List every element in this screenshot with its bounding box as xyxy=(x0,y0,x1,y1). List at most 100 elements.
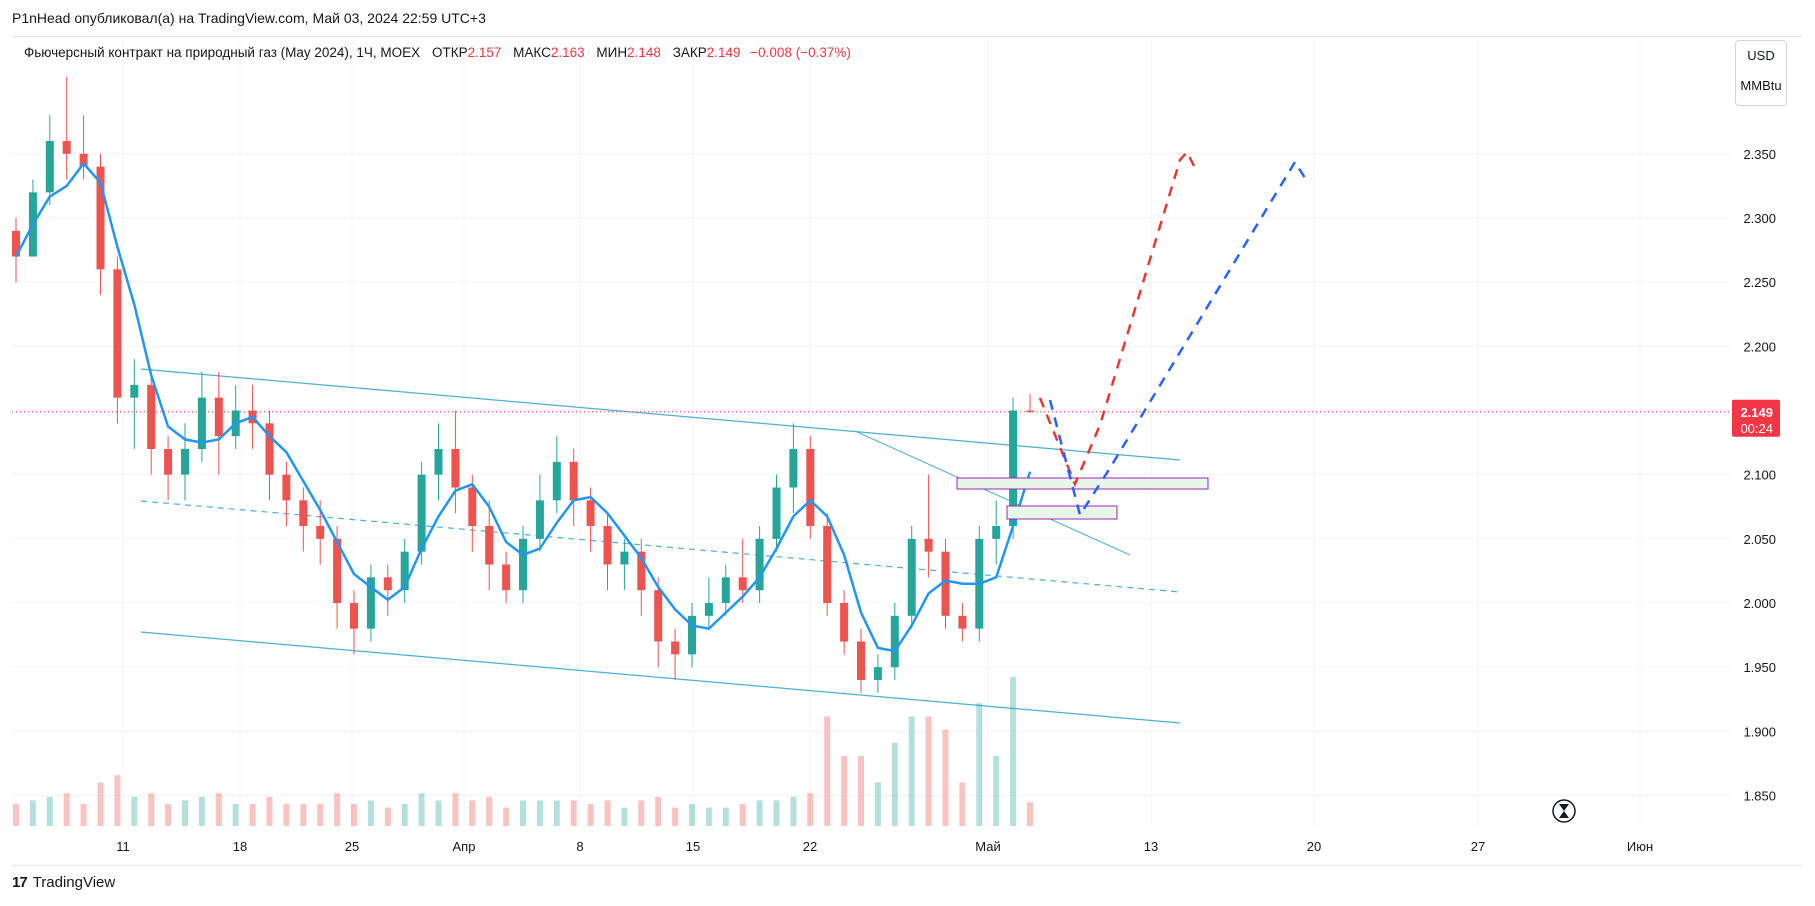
volume-bar xyxy=(334,793,341,826)
candle-body xyxy=(502,564,511,591)
x-tick-label: Апр xyxy=(453,839,476,854)
candle-body xyxy=(468,487,477,526)
volume-bar xyxy=(655,796,662,826)
volume-bar xyxy=(705,807,712,826)
candle-body xyxy=(620,551,629,565)
low-label: МИН xyxy=(596,45,628,60)
trend-line xyxy=(854,430,1131,556)
volume-bar xyxy=(46,796,53,826)
high-label: МАКС xyxy=(513,45,551,60)
published-text: опубликовал(а) на TradingView.com, xyxy=(74,10,309,26)
candle-body xyxy=(704,603,713,616)
volume-bar xyxy=(266,796,273,826)
channel-lower-line xyxy=(140,631,1181,724)
y-axis: 2.350 2.300 2.250 2.200 2.100 2.050 2.000 1.950… xyxy=(1743,147,1776,804)
candle-body xyxy=(924,538,933,552)
x-tick-label: 15 xyxy=(686,839,700,854)
volume-bar xyxy=(689,804,695,826)
channel-middle-line xyxy=(140,500,1181,593)
volume-bar xyxy=(790,796,797,826)
y-tick-label: 1.950 xyxy=(1743,660,1776,675)
volume-bar xyxy=(165,804,172,826)
volume-bar xyxy=(570,800,577,826)
candle-body xyxy=(738,577,747,591)
close-label: ЗАКР xyxy=(672,45,707,60)
candle-body xyxy=(451,449,460,488)
candle-body xyxy=(79,153,88,167)
candle-body xyxy=(130,384,139,398)
channel-lines xyxy=(140,368,1181,724)
candle-body xyxy=(535,500,544,539)
low-value: 2.148 xyxy=(627,45,661,60)
x-tick-label: 27 xyxy=(1471,839,1485,854)
candle-body xyxy=(823,526,832,603)
volume-bar xyxy=(976,703,983,826)
candle-body xyxy=(958,615,967,629)
volume-bar xyxy=(807,793,814,826)
price-badge-bg xyxy=(1732,399,1780,437)
candle-body xyxy=(637,551,646,591)
zone-upper xyxy=(956,477,1209,490)
candle-body xyxy=(552,461,561,501)
volume-bar xyxy=(942,729,949,826)
candle-body xyxy=(45,141,54,193)
volume-bar xyxy=(435,800,442,826)
candle-body xyxy=(941,551,950,616)
volume-bar xyxy=(587,804,594,826)
candle-body xyxy=(350,603,358,629)
candle-body xyxy=(671,641,680,655)
volume-bar xyxy=(215,793,222,826)
currency-unit-selector[interactable]: USD MMBtu xyxy=(1735,40,1787,106)
volume-bar xyxy=(13,804,19,826)
volume-bar xyxy=(452,793,459,826)
volume-bar xyxy=(131,796,138,826)
y-tick-label: 2.000 xyxy=(1743,596,1776,611)
y-tick-label: 2.050 xyxy=(1743,532,1776,547)
volume-bars xyxy=(13,676,1033,826)
channel-upper-line xyxy=(140,368,1181,461)
candle-body xyxy=(789,449,798,488)
candle-body xyxy=(519,538,527,591)
volume-bar xyxy=(722,807,729,826)
candle-body xyxy=(721,577,730,603)
tradingview-logo[interactable]: 17 TradingView xyxy=(12,874,115,891)
volume-bar xyxy=(739,804,746,826)
candle-body xyxy=(366,577,375,629)
candle-body xyxy=(417,474,426,552)
y-tick-label: 2.200 xyxy=(1743,339,1776,354)
candle-body xyxy=(400,551,409,591)
volume-bar xyxy=(520,800,526,826)
candle-body xyxy=(603,526,612,565)
candle-body xyxy=(806,449,815,526)
candle-body xyxy=(181,449,189,475)
hourglass-shape xyxy=(1559,804,1569,818)
volume-bar xyxy=(418,793,425,826)
change-value: −0.008 (−0.37%) xyxy=(750,45,851,60)
hourglass-icon xyxy=(1552,799,1576,823)
volume-bar xyxy=(384,807,391,826)
candle-body xyxy=(113,269,122,398)
volume-bar xyxy=(486,796,493,826)
volume-bar xyxy=(993,756,1000,826)
volume-bar xyxy=(858,756,864,826)
x-tick-label: Май xyxy=(975,839,1000,854)
open-label: ОТКР xyxy=(431,45,468,60)
moving-average-line xyxy=(14,161,1032,653)
chart-legend: Фьючерсный контракт на природный газ (Ma… xyxy=(24,45,851,60)
volume-bar xyxy=(874,782,881,826)
volume-bar xyxy=(604,800,611,826)
forecast-path-blue xyxy=(1048,159,1307,519)
x-tick-label: 11 xyxy=(116,839,130,854)
x-axis: 11 18 25 Апр 8 15 22 Май 13 20 27 Июн xyxy=(116,839,1653,854)
volume-bar xyxy=(300,804,307,826)
candle-body xyxy=(992,526,1001,539)
volume-bar xyxy=(367,800,374,826)
candle-body xyxy=(1009,410,1018,526)
volume-bar xyxy=(773,800,780,826)
forecast-path-red xyxy=(1038,149,1197,488)
publish-info: P1nHead опубликовал(а) на TradingView.com… xyxy=(12,10,490,26)
brand-name: TradingView xyxy=(32,874,116,891)
volume-bar xyxy=(638,800,645,826)
volume-bar xyxy=(317,804,324,826)
